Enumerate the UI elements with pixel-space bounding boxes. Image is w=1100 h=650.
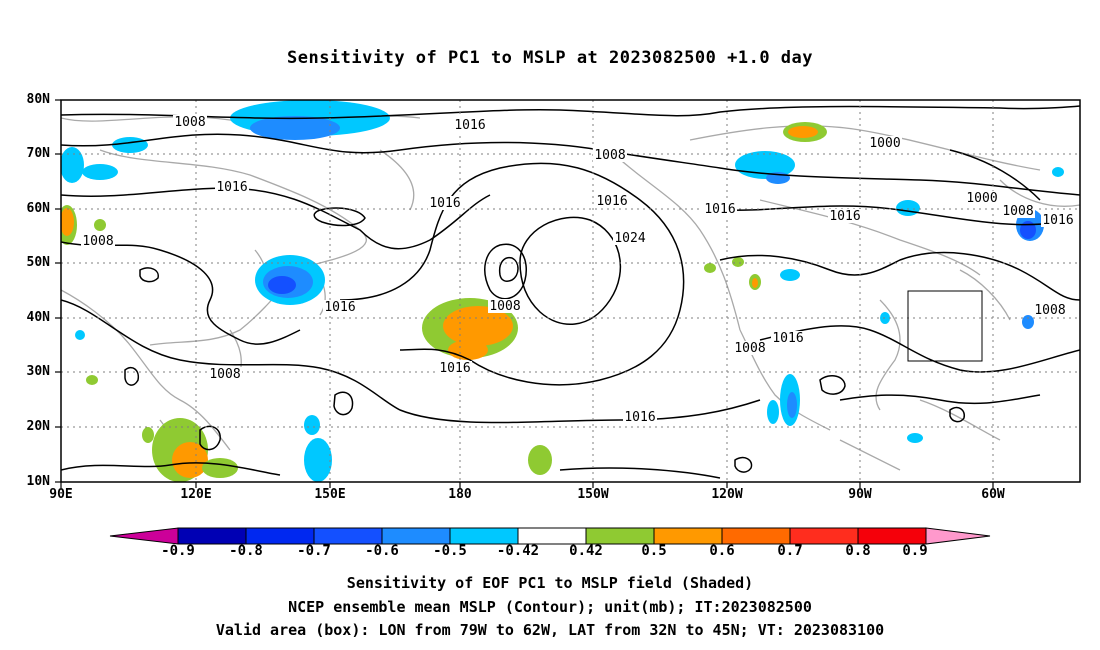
lat-label-70n: 70N [26, 146, 50, 161]
contour-label-background [613, 231, 647, 245]
map-frame [60, 99, 1081, 483]
contour-labels: 1008 1016 1016 1008 1016 1016 1008 1016 1024 1008… [81, 115, 1075, 425]
lon-label-150w: 150W [577, 487, 609, 502]
contour-label: 1008 [209, 367, 240, 382]
colorbar-tick-label: -0.42 [496, 543, 540, 559]
contour-label: 1016 [1042, 213, 1073, 228]
contour-label-background [323, 300, 357, 314]
colorbar-tick-label: -0.6 [365, 543, 399, 559]
contour-label: 1016 [216, 180, 247, 195]
contour-label-background [868, 136, 902, 150]
colorbar-segment [517, 527, 587, 545]
colorbar-segment [789, 527, 859, 545]
contour-label-background [623, 410, 657, 424]
contour-label-background [453, 118, 487, 132]
contour-label-background [593, 148, 627, 162]
contour-label: 1016 [704, 202, 735, 217]
contour-label-background [771, 331, 805, 345]
lon-label-90e: 90E [49, 487, 73, 502]
contour-label: 1016 [454, 118, 485, 133]
colorbar-segment [585, 527, 655, 545]
valid-area-box [907, 290, 983, 362]
colorbar-segment [721, 527, 791, 545]
caption-line-2: NCEP ensemble mean MSLP (Contour); unit(… [288, 598, 812, 616]
lat-label-40n: 40N [26, 310, 50, 325]
lat-label-50n: 50N [26, 255, 50, 270]
lat-label-20n: 20N [26, 419, 50, 434]
contour-label: 1016 [429, 196, 460, 211]
contour-label-background [173, 115, 207, 129]
contour-label: 1016 [439, 361, 470, 376]
colorbar-tick-label: -0.8 [229, 543, 263, 559]
lon-label-120e: 120E [180, 487, 212, 502]
contour-label: 1016 [829, 209, 860, 224]
contour-label: 1008 [489, 299, 520, 314]
colorbar-extend-high [925, 527, 991, 545]
colorbar-extend-low [109, 527, 179, 545]
colorbar [109, 527, 991, 545]
contour-label: 1008 [174, 115, 205, 130]
contour-label: 1016 [324, 300, 355, 315]
lon-label-180: 180 [448, 487, 472, 502]
colorbar-segment [857, 527, 927, 545]
lat-label-60n: 60N [26, 201, 50, 216]
contour-label: 1024 [614, 231, 645, 246]
colorbar-tick-label: 0.6 [709, 543, 735, 559]
colorbar-segment [313, 527, 383, 545]
contour-label: 1008 [594, 148, 625, 163]
colorbar-segment [653, 527, 723, 545]
contour-label: 1008 [734, 341, 765, 356]
contour-label-background [1041, 213, 1075, 227]
lat-label-10n: 10N [26, 474, 50, 489]
contour-label-background [595, 194, 629, 208]
caption-line-3: Valid area (box): LON from 79W to 62W, L… [215, 621, 885, 639]
contour-label-background [703, 202, 737, 216]
contour-label: 1008 [82, 234, 113, 249]
contour-label-background [488, 299, 522, 313]
colorbar-tick-label: -0.7 [297, 543, 331, 559]
contour-label: 1016 [624, 410, 655, 425]
contour-label: 1008 [1034, 303, 1065, 318]
contour-label-background [1001, 204, 1035, 218]
lon-label-150e: 150E [314, 487, 346, 502]
contour-label: 1000 [966, 191, 997, 206]
coastlines [61, 115, 1080, 471]
contour-label-background [1033, 303, 1067, 317]
contour-label: 1000 [869, 136, 900, 151]
axis-ticks [55, 99, 994, 488]
lat-label-80n: 80N [26, 92, 50, 107]
colorbar-segment [177, 527, 247, 545]
contour-label-background [828, 209, 862, 223]
colorbar-tick-label: -0.9 [161, 543, 195, 559]
mslp-contours [61, 105, 1080, 479]
contour-label-background [208, 367, 242, 381]
contour-label-background [733, 341, 767, 355]
contour-label: 1016 [596, 194, 627, 209]
colorbar-tick-label: 0.9 [902, 543, 928, 559]
lon-label-60w: 60W [981, 487, 1005, 502]
colorbar-segment [245, 527, 315, 545]
colorbar-tick-label: 0.42 [569, 543, 603, 559]
colorbar-tick-label: -0.5 [433, 543, 467, 559]
contour-label-background [438, 361, 472, 375]
colorbar-tick-label: 0.7 [777, 543, 803, 559]
colorbar-segment [449, 527, 519, 545]
colorbar-tick-label: 0.8 [845, 543, 871, 559]
lon-label-120w: 120W [711, 487, 743, 502]
contour-label-background [215, 180, 249, 194]
contour-label-background [81, 234, 115, 248]
contour-label-background [965, 191, 999, 205]
contour-label: 1008 [1002, 204, 1033, 219]
contour-label-background [428, 196, 462, 210]
caption-line-1: Sensitivity of EOF PC1 to MSLP field (Sh… [346, 574, 754, 592]
colorbar-tick-label: 0.5 [641, 543, 667, 559]
colorbar-segment [381, 527, 451, 545]
lon-label-90w: 90W [848, 487, 872, 502]
lat-label-30n: 30N [26, 364, 50, 379]
contour-label: 1016 [772, 331, 803, 346]
chart-title: Sensitivity of PC1 to MSLP at 2023082500… [286, 48, 813, 68]
